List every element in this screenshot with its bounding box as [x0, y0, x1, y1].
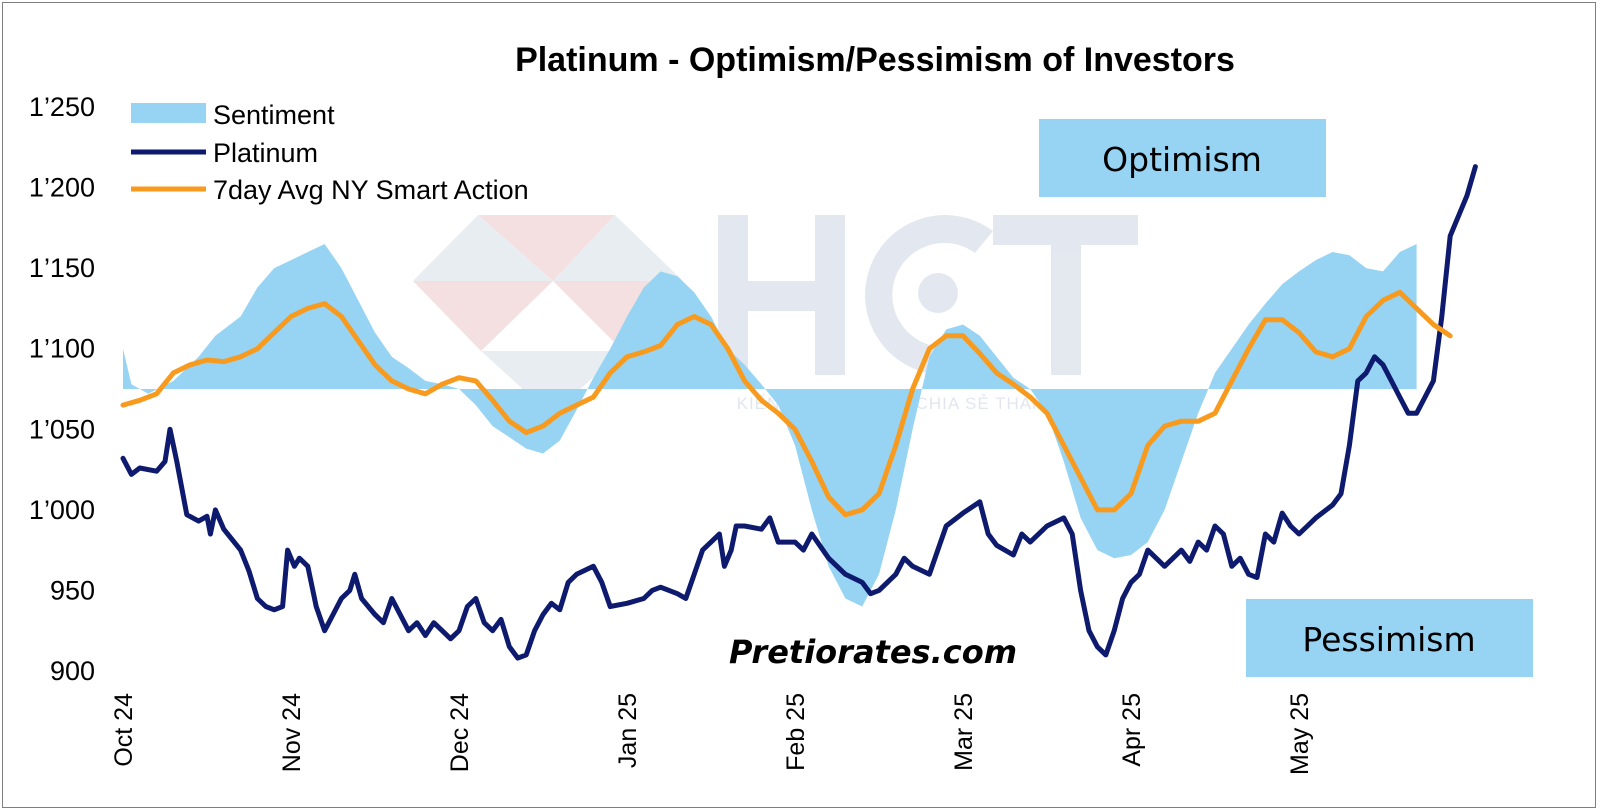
optimism-box	[1039, 119, 1326, 197]
watermark-hct-letters	[718, 215, 1138, 375]
legend-label-smart-action: 7day Avg NY Smart Action	[213, 175, 529, 205]
x-tick-label: Oct 24	[110, 693, 138, 767]
x-tick-label: Feb 25	[782, 693, 810, 771]
watermark-diamond-left	[478, 215, 615, 281]
y-tick-label: 1’100	[29, 334, 95, 364]
optimism-zone: Optimism	[1039, 119, 1326, 197]
x-axis-ticks: Oct 24 Nov 24 Dec 24 Jan 25 Feb 25 Mar 25 Apr …	[110, 693, 1314, 775]
watermark-diamond-low-left	[413, 281, 553, 351]
chart-title: Platinum - Optimism/Pessimism of Investo…	[515, 41, 1235, 79]
chart-canvas: KIẾN TẠO GIÁ TRỊ - CHIA SẺ THÀNH CÔNG Op…	[29, 41, 1533, 775]
legend-swatch-sentiment	[131, 103, 206, 123]
x-tick-label: Apr 25	[1118, 693, 1146, 767]
y-tick-label: 950	[50, 575, 95, 605]
pessimism-zone: Pessimism	[1246, 599, 1533, 677]
y-tick-label: 1’200	[29, 173, 95, 203]
pessimism-label: Pessimism	[1302, 620, 1475, 659]
watermark-diamond-bottom	[481, 351, 623, 415]
optimism-label: Optimism	[1102, 140, 1262, 179]
y-tick-label: 900	[50, 656, 95, 686]
legend-label-sentiment: Sentiment	[213, 100, 335, 130]
x-tick-label: Mar 25	[950, 693, 978, 771]
y-tick-label: 1’000	[29, 495, 95, 525]
pessimism-box	[1246, 599, 1533, 677]
y-tick-label: 1’250	[29, 92, 95, 122]
y-tick-label: 1’150	[29, 253, 95, 283]
legend: Sentiment Platinum 7day Avg NY Smart Act…	[131, 100, 529, 205]
watermark-logo: KIẾN TẠO GIÁ TRỊ - CHIA SẺ THÀNH CÔNG	[413, 215, 1138, 415]
platinum-line	[120, 164, 1478, 661]
credit-label: Pretiorates.com	[729, 633, 1017, 671]
legend-label-platinum: Platinum	[213, 138, 318, 168]
smart-action-line	[120, 289, 1453, 518]
sentiment-area	[123, 244, 1417, 607]
x-tick-label: Dec 24	[446, 693, 474, 772]
x-tick-label: May 25	[1286, 693, 1314, 775]
watermark-diamond-right	[553, 215, 683, 281]
watermark-diamond-mid-left	[413, 215, 553, 281]
y-tick-label: 1’050	[29, 414, 95, 444]
y-axis-ticks: 1’250 1’200 1’150 1’100 1’050 1’000 950 900	[29, 92, 95, 686]
x-tick-label: Jan 25	[614, 693, 642, 768]
x-tick-label: Nov 24	[278, 693, 306, 772]
